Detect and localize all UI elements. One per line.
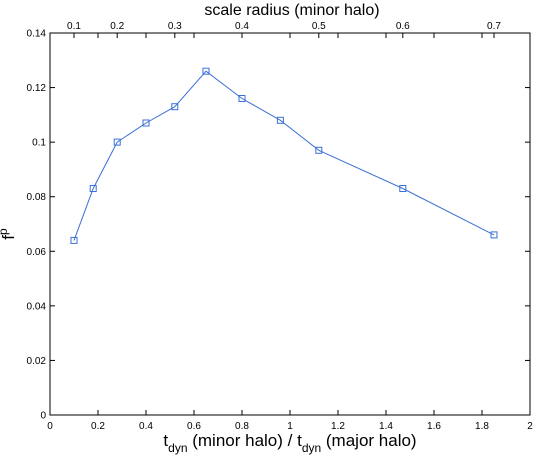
top-axis-title: scale radius (minor halo) bbox=[204, 2, 379, 19]
y-tick-label: 0 bbox=[40, 411, 46, 422]
data-point bbox=[89, 185, 97, 192]
x-tick-label: 0.8 bbox=[235, 421, 249, 432]
y-tick-label: 0.1 bbox=[32, 138, 46, 149]
x-axis-title-t1: t bbox=[163, 431, 168, 450]
data-point bbox=[70, 236, 78, 244]
x-tick-label: 1.4 bbox=[379, 421, 393, 432]
x-tick-label: 0 bbox=[47, 421, 53, 432]
x-tick-label: 1 bbox=[287, 421, 293, 432]
y-tick-label: 0.04 bbox=[27, 301, 47, 312]
y-axis-title-base: f bbox=[0, 235, 18, 240]
top-axis-tick-label: 0.1 bbox=[67, 21, 81, 32]
top-axis-tick-label: 0.7 bbox=[487, 21, 501, 32]
x-tick-label: 1.6 bbox=[427, 421, 441, 432]
plot-frame bbox=[49, 32, 531, 416]
x-axis-title: tdyn (minor halo) / tdyn (major halo) bbox=[163, 431, 416, 455]
labels-layer: 0 0.2 0.4 0.6 0.8 1 1.2 1.4 1.6 1.8 2 0 0.02 0.04 0.06… bbox=[27, 21, 534, 432]
y-tick-label: 0.02 bbox=[27, 356, 47, 367]
top-axis-tick-label: 0.2 bbox=[110, 21, 124, 32]
data-point bbox=[238, 95, 246, 102]
x-tick-label: 0.6 bbox=[187, 421, 201, 432]
top-axis-tick-label: 0.5 bbox=[312, 21, 326, 32]
top-axis-tick-label: 0.3 bbox=[168, 21, 182, 32]
x-tick-label: 2 bbox=[527, 421, 533, 432]
x-axis-title-sub1: dyn bbox=[168, 441, 187, 455]
series-line bbox=[73, 70, 495, 241]
y-tick-label: 0.08 bbox=[27, 192, 47, 203]
top-axis-tick-label: 0.4 bbox=[235, 21, 249, 32]
data-point bbox=[171, 103, 179, 111]
x-axis-title-sub2: dyn bbox=[302, 441, 321, 455]
x-tick-label: 1.2 bbox=[331, 421, 345, 432]
ticks-layer bbox=[49, 32, 531, 416]
y-tick-label: 0.14 bbox=[27, 29, 47, 40]
x-tick-label: 0.2 bbox=[91, 421, 105, 432]
y-tick-label: 0.06 bbox=[27, 247, 47, 258]
data-point bbox=[276, 116, 284, 124]
y-axis-title: fp bbox=[0, 228, 18, 240]
y-tick-label: 0.12 bbox=[27, 83, 47, 94]
data-point bbox=[113, 138, 121, 146]
top-axis-tick-label: 0.6 bbox=[396, 21, 410, 32]
x-axis-title-end: (major halo) bbox=[321, 431, 416, 450]
x-tick-label: 0.4 bbox=[139, 421, 153, 432]
x-axis-title-mid: (minor halo) / t bbox=[188, 431, 303, 450]
data-point bbox=[142, 119, 150, 127]
markers-layer bbox=[70, 67, 498, 244]
data-point bbox=[315, 146, 323, 154]
data-point bbox=[202, 67, 210, 75]
data-point bbox=[490, 231, 498, 239]
x-tick-label: 1.8 bbox=[475, 421, 489, 432]
data-point bbox=[399, 185, 407, 192]
y-axis-title-sup: p bbox=[0, 228, 10, 235]
